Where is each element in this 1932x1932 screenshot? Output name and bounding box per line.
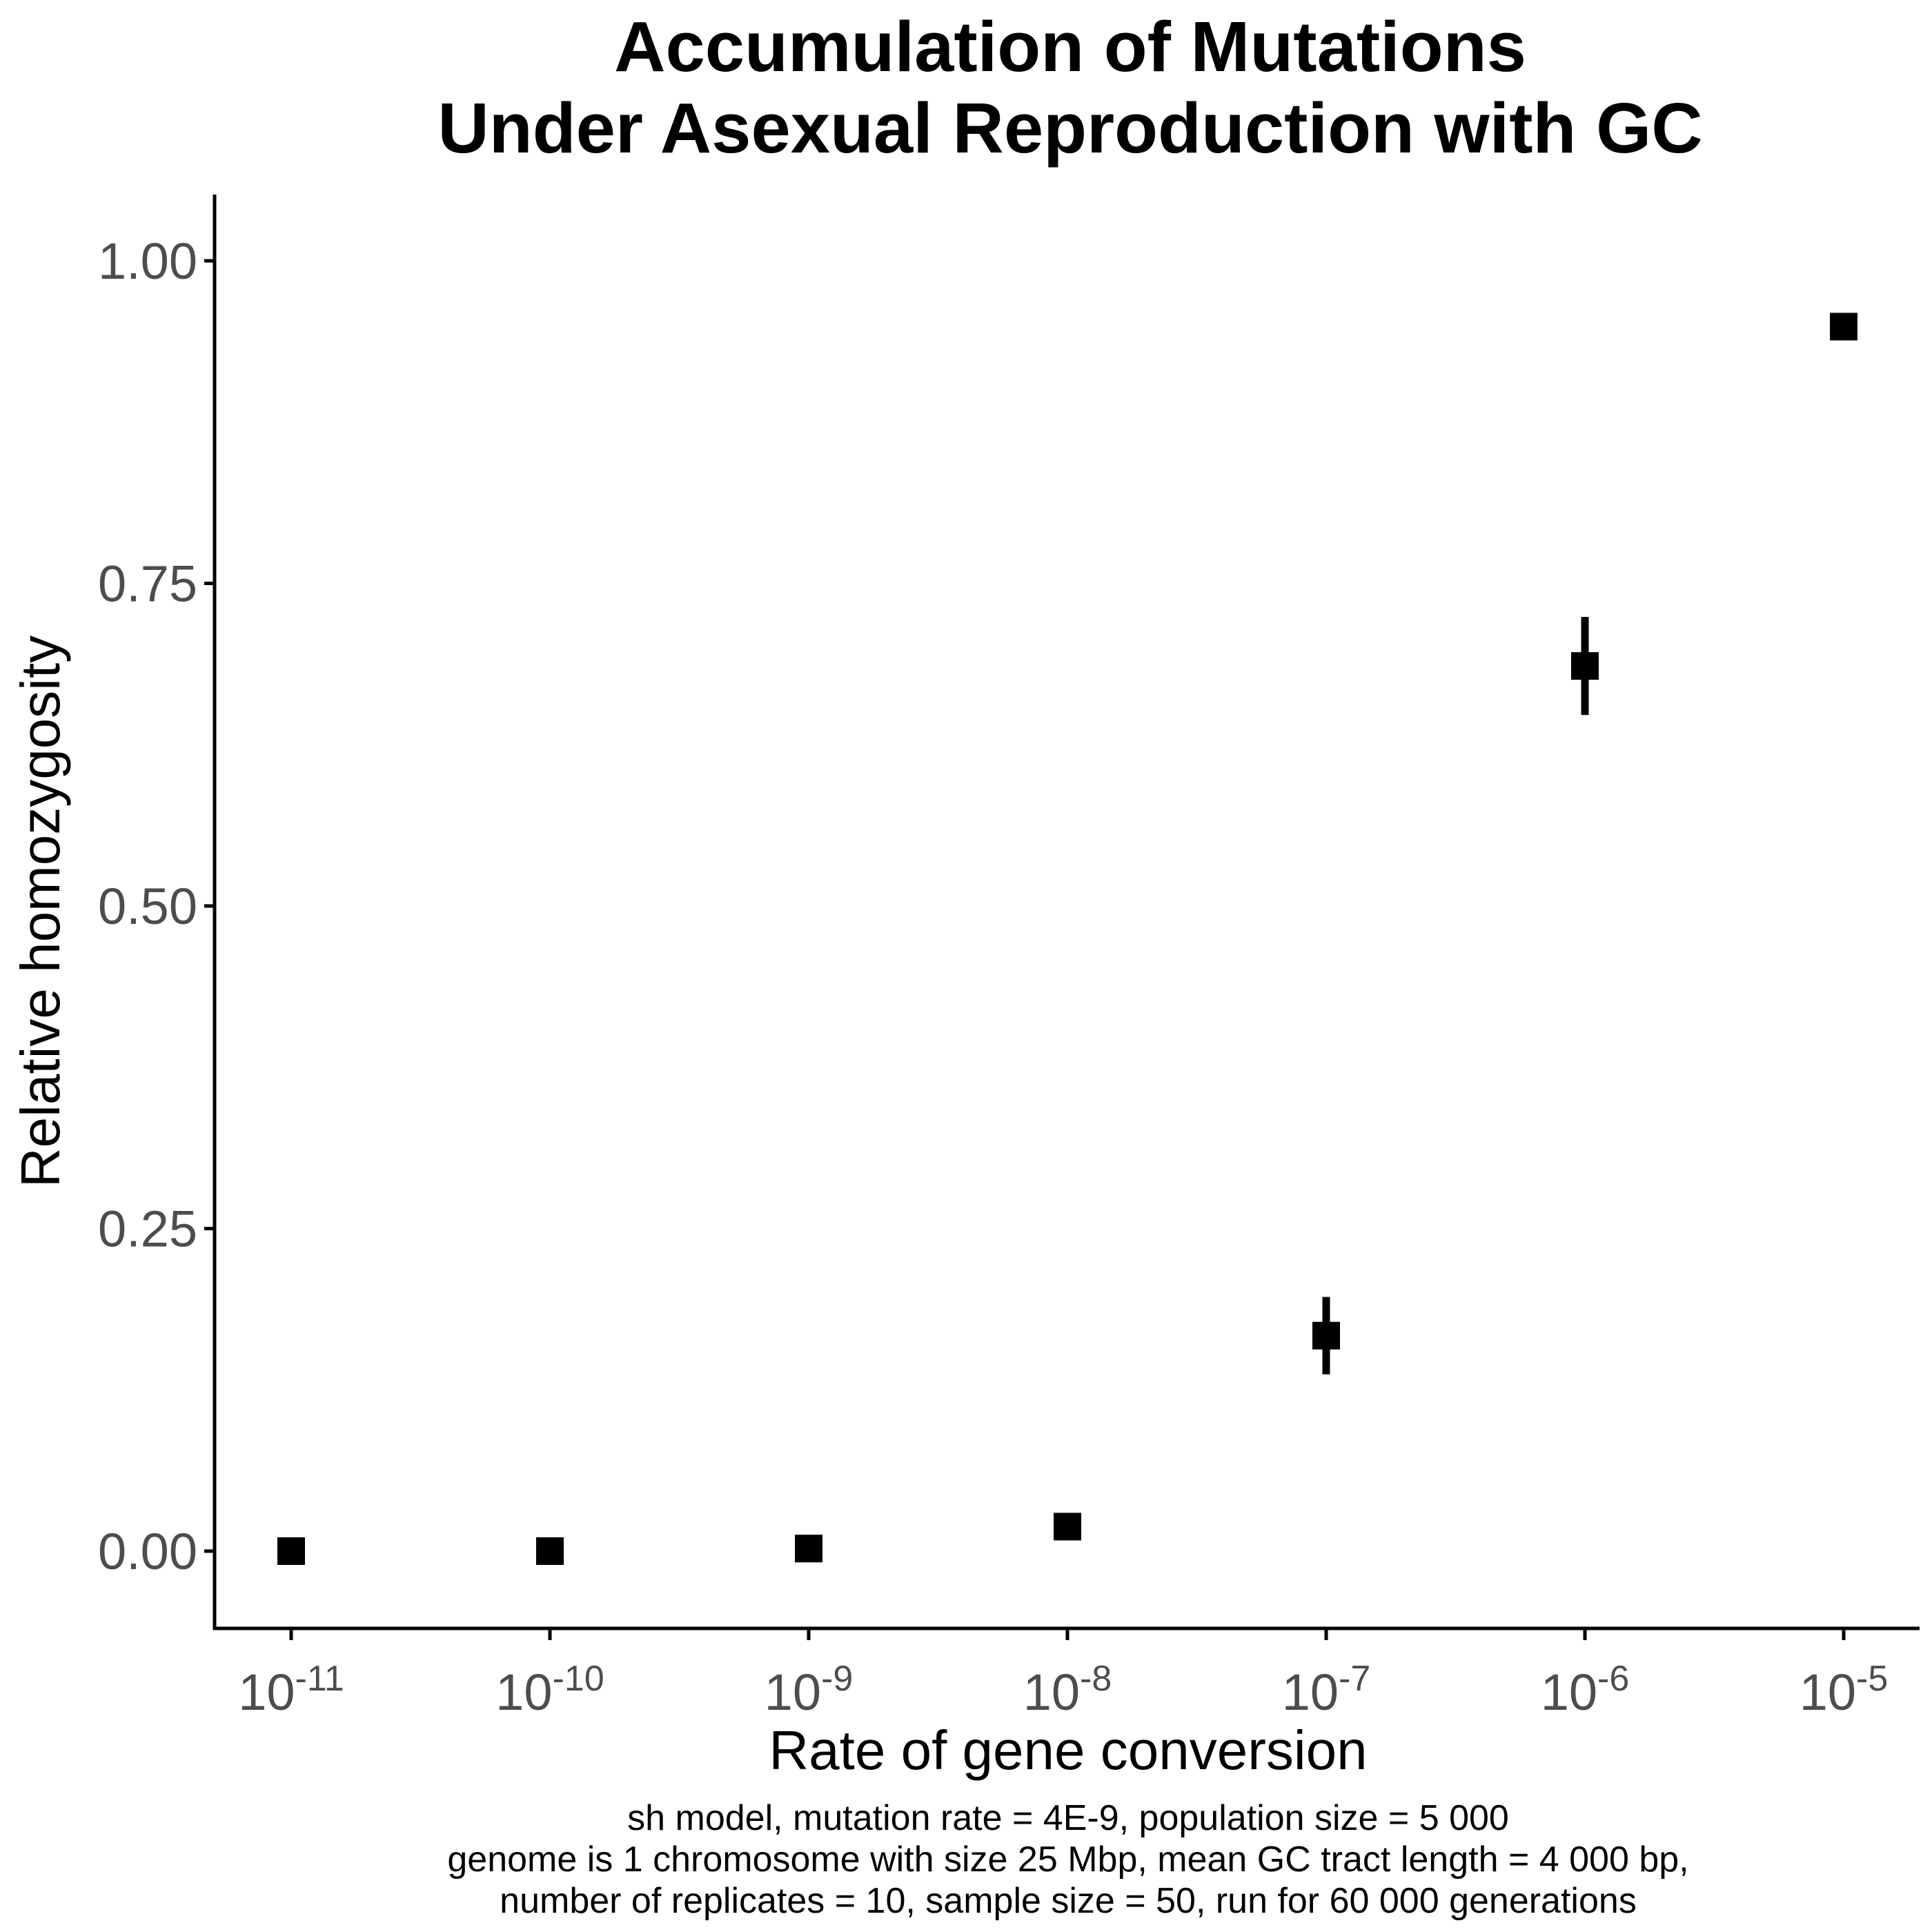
x-tick-exponent: -7 [1339, 1659, 1370, 1699]
x-axis-title: Rate of gene conversion [769, 1719, 1367, 1781]
data-point [536, 1537, 564, 1565]
y-tick-label: 0.25 [98, 1201, 197, 1258]
x-tick-label: 10-9 [765, 1659, 854, 1721]
x-tick-exponent: -10 [553, 1659, 604, 1699]
y-tick-label: 0.50 [98, 878, 197, 935]
x-tick-exponent: -6 [1597, 1659, 1629, 1699]
x-axis-ticks: 10-11 10-10 10-9 10-8 10-7 10-6 10-5 [238, 1630, 1888, 1721]
caption-line-3: number of replicates = 10, sample size =… [500, 1881, 1637, 1921]
chart-title-line-2: Under Asexual Reproduction with GC [437, 88, 1702, 168]
caption-line-1: sh model, mutation rate = 4E-9, populati… [627, 1798, 1509, 1838]
y-axis-ticks: 0.00 0.25 0.50 0.75 1.00 [98, 233, 215, 1580]
x-tick-base: 10 [765, 1664, 821, 1721]
x-tick-label: 10-6 [1541, 1659, 1630, 1721]
x-tick-label: 10-7 [1282, 1659, 1371, 1721]
x-tick-exponent: -5 [1856, 1659, 1888, 1699]
y-tick-label: 1.00 [98, 233, 197, 290]
caption-line-2: genome is 1 chromosome with size 25 Mbp,… [447, 1840, 1688, 1880]
x-tick-exponent: -11 [295, 1659, 344, 1699]
x-tick-base: 10 [495, 1664, 552, 1721]
y-tick-label: 0.75 [98, 555, 197, 613]
y-tick-label: 0.00 [98, 1523, 197, 1580]
x-tick-base: 10 [1282, 1664, 1339, 1721]
data-point [1830, 313, 1857, 341]
x-tick-label: 10-10 [495, 1659, 604, 1721]
x-tick-base: 10 [1541, 1664, 1597, 1721]
x-tick-label: 10-5 [1800, 1659, 1889, 1721]
data-point [1312, 1321, 1340, 1350]
x-tick-exponent: -8 [1080, 1659, 1112, 1699]
chart-title-line-1: Accumulation of Mutations [614, 7, 1526, 86]
data-point [1054, 1512, 1081, 1541]
x-tick-label: 10-11 [238, 1659, 344, 1721]
y-axis-title: Relative homozygosity [10, 635, 71, 1187]
data-point [277, 1537, 305, 1565]
plot-area [277, 313, 1857, 1565]
data-point [795, 1535, 822, 1563]
x-tick-exponent: -9 [821, 1659, 853, 1699]
x-tick-label: 10-8 [1023, 1659, 1112, 1721]
data-point [1571, 652, 1599, 680]
x-tick-base: 10 [238, 1664, 295, 1721]
x-tick-base: 10 [1800, 1664, 1856, 1721]
x-tick-base: 10 [1023, 1664, 1080, 1721]
